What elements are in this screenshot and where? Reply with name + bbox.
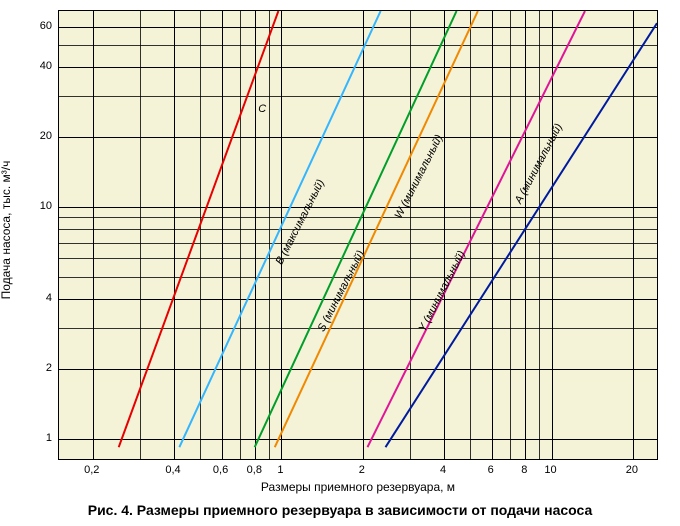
gridline-v: [525, 11, 526, 459]
figure-caption: Рис. 4. Размеры приемного резервуара в з…: [0, 502, 680, 518]
x-tick-label: 10: [544, 464, 556, 476]
gridline-v: [255, 11, 256, 459]
x-tick-label: 0,4: [165, 464, 180, 476]
y-tick-label: 4: [0, 292, 52, 304]
gridline-h: [59, 207, 657, 208]
series-label-S: S (минимальный): [316, 248, 367, 333]
gridline-v: [363, 11, 364, 459]
gridline-h: [59, 27, 657, 28]
gridline-v: [281, 11, 282, 459]
x-tick-label: 0,8: [247, 464, 262, 476]
gridline-v: [444, 11, 445, 459]
gridline-h: [59, 369, 657, 370]
series-label-Y: Y (минимальный): [416, 249, 467, 334]
x-tick-label: 4: [440, 464, 446, 476]
y-tick-label: 2: [0, 362, 52, 374]
gridline-h: [59, 137, 657, 138]
figure-container: CB (максимальный)S (минимальный)W (миним…: [0, 0, 680, 526]
x-tick-label: 0,6: [213, 464, 228, 476]
x-tick-label: 2: [359, 464, 365, 476]
gridline-v: [470, 11, 471, 459]
y-tick-label: 10: [0, 200, 52, 212]
gridline-h: [59, 243, 657, 244]
gridline-v: [269, 11, 270, 459]
series-label-C: C: [258, 103, 266, 115]
y-tick-label: 60: [0, 20, 52, 32]
gridline-v: [539, 11, 540, 459]
plot-area: CB (максимальный)S (минимальный)W (миним…: [58, 10, 658, 460]
gridline-v: [140, 11, 141, 459]
gridline-h: [59, 67, 657, 68]
y-tick-label: 1: [0, 432, 52, 444]
gridline-v: [410, 11, 411, 459]
y-tick-label: 40: [0, 60, 52, 72]
gridline-h: [59, 96, 657, 97]
y-tick-label: 20: [0, 130, 52, 142]
gridline-v: [492, 11, 493, 459]
series-line-A: [385, 23, 657, 447]
x-axis-label: Размеры приемного резервуара, м: [58, 480, 658, 494]
gridline-h: [59, 217, 657, 218]
x-tick-label: 20: [626, 464, 638, 476]
gridline-h: [59, 328, 657, 329]
gridline-v: [240, 11, 241, 459]
gridline-v: [174, 11, 175, 459]
gridline-v: [93, 11, 94, 459]
gridline-h: [59, 45, 657, 46]
gridline-v: [552, 11, 553, 459]
gridline-v: [200, 11, 201, 459]
x-tick-label: 0,2: [84, 464, 99, 476]
gridline-v: [510, 11, 511, 459]
gridline-h: [59, 299, 657, 300]
gridline-v: [633, 11, 634, 459]
x-tick-label: 8: [521, 464, 527, 476]
gridline-h: [59, 277, 657, 278]
x-tick-label: 1: [277, 464, 283, 476]
gridline-h: [59, 439, 657, 440]
y-axis-label: Подача насоса, тыс. м³/ч: [0, 161, 13, 300]
gridline-v: [222, 11, 223, 459]
x-tick-label: 6: [488, 464, 494, 476]
gridline-h: [59, 229, 657, 230]
series-svg: [59, 11, 657, 459]
